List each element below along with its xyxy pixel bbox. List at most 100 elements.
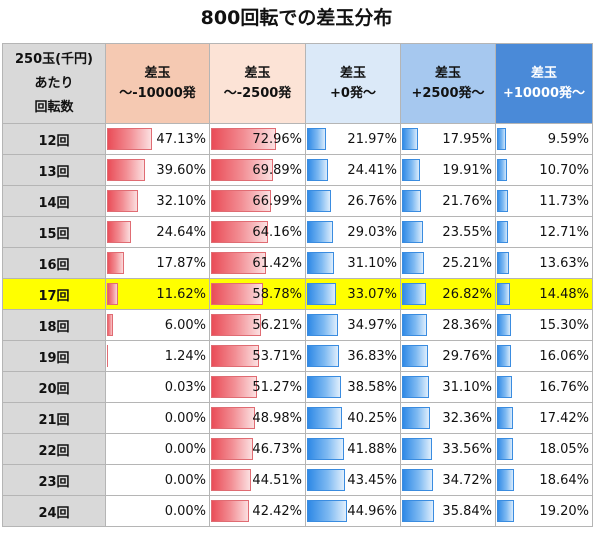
data-bar xyxy=(107,128,152,150)
cell-value: 24.41% xyxy=(347,163,397,178)
header-col-line1: 差玉 xyxy=(434,65,461,81)
data-bar xyxy=(497,252,509,274)
data-bar xyxy=(211,128,276,150)
cell-value: 29.03% xyxy=(347,225,397,240)
table-cell: 58.78% xyxy=(209,278,306,310)
table-cell: 13.63% xyxy=(495,247,593,279)
table-cell: 24.64% xyxy=(105,216,210,248)
table-cell: 43.45% xyxy=(305,464,401,496)
header-col-plus-10000: 差玉 +10000発～ xyxy=(495,43,593,124)
cell-value: 21.97% xyxy=(347,132,397,147)
table-cell: 44.51% xyxy=(209,464,306,496)
table-cell: 9.59% xyxy=(495,123,593,155)
cell-value: 11.62% xyxy=(156,287,206,302)
cell-value: 6.00% xyxy=(164,318,206,333)
table-cell: 53.71% xyxy=(209,340,306,372)
cell-value: 32.36% xyxy=(442,411,492,426)
data-bar xyxy=(107,314,113,336)
cell-value: 41.88% xyxy=(347,442,397,457)
table-cell: 47.13% xyxy=(105,123,210,155)
table-cell: 56.21% xyxy=(209,309,306,341)
cell-value: 53.71% xyxy=(252,349,302,364)
cell-value: 44.96% xyxy=(347,504,397,519)
cell-value: 9.59% xyxy=(547,132,589,147)
data-bar xyxy=(211,190,271,212)
cell-value: 44.51% xyxy=(252,473,302,488)
data-bar xyxy=(107,190,138,212)
cell-value: 33.07% xyxy=(347,287,397,302)
cell-value: 48.98% xyxy=(252,411,302,426)
data-bar xyxy=(307,314,338,336)
data-bar xyxy=(307,407,342,429)
data-bar xyxy=(307,128,326,150)
table-cell: 39.60% xyxy=(105,154,210,186)
data-bar xyxy=(107,221,131,243)
row-label: 15回 xyxy=(2,216,106,248)
cell-value: 58.78% xyxy=(252,287,302,302)
data-bar xyxy=(402,252,424,274)
table-cell: 0.00% xyxy=(105,495,210,527)
data-bar xyxy=(211,469,251,491)
data-bar xyxy=(307,190,331,212)
table-cell: 35.84% xyxy=(400,495,496,527)
cell-value: 69.89% xyxy=(252,163,302,178)
data-bar xyxy=(211,438,253,460)
data-bar xyxy=(497,469,514,491)
table-cell: 1.24% xyxy=(105,340,210,372)
header-col-line2: +10000発～ xyxy=(502,85,586,101)
header-col-line2: ～-10000発 xyxy=(119,85,196,101)
table-cell: 12.71% xyxy=(495,216,593,248)
table-row: 15回 24.64% 64.16% 29.03% 23.55% 12.71% xyxy=(2,216,593,248)
cell-value: 39.60% xyxy=(156,163,206,178)
cell-value: 15.30% xyxy=(539,318,589,333)
header-col-minus-10000: 差玉 ～-10000発 xyxy=(105,43,210,124)
data-bar xyxy=(107,159,145,181)
row-label: 22回 xyxy=(2,433,106,465)
data-bar xyxy=(307,221,333,243)
header-col-line1: 差玉 xyxy=(144,65,171,81)
table-cell: 17.42% xyxy=(495,402,593,434)
data-bar xyxy=(307,345,339,367)
table-row: 17回 11.62% 58.78% 33.07% 26.82% 14.48% xyxy=(2,278,593,310)
table-row: 19回 1.24% 53.71% 36.83% 29.76% 16.06% xyxy=(2,340,593,372)
cell-value: 1.24% xyxy=(164,349,206,364)
table-cell: 16.06% xyxy=(495,340,593,372)
data-bar xyxy=(402,221,423,243)
cell-value: 34.97% xyxy=(347,318,397,333)
data-bar xyxy=(402,128,418,150)
table-row: 22回 0.00% 46.73% 41.88% 33.56% 18.05% xyxy=(2,433,593,465)
cell-value: 0.00% xyxy=(164,411,206,426)
table-cell: 24.41% xyxy=(305,154,401,186)
data-bar xyxy=(211,345,259,367)
table-row: 20回 0.03% 51.27% 38.58% 31.10% 16.76% xyxy=(2,371,593,403)
table-cell: 51.27% xyxy=(209,371,306,403)
data-bar xyxy=(497,500,514,522)
header-line-1: 250玉(千円) xyxy=(14,51,94,67)
data-bar xyxy=(211,252,266,274)
table-cell: 32.10% xyxy=(105,185,210,217)
page-title: 800回転での差玉分布 xyxy=(200,7,393,29)
cell-value: 11.73% xyxy=(539,194,589,209)
data-bar xyxy=(107,345,108,367)
table-cell: 18.64% xyxy=(495,464,593,496)
data-bar xyxy=(307,159,328,181)
data-bar xyxy=(497,376,512,398)
cell-value: 64.16% xyxy=(252,225,302,240)
table-cell: 15.30% xyxy=(495,309,593,341)
data-bar xyxy=(107,283,118,305)
data-bar xyxy=(211,376,257,398)
table-cell: 16.76% xyxy=(495,371,593,403)
data-bar xyxy=(497,159,507,181)
table-cell: 0.00% xyxy=(105,464,210,496)
cell-value: 51.27% xyxy=(252,380,302,395)
row-label: 21回 xyxy=(2,402,106,434)
cell-value: 47.13% xyxy=(156,132,206,147)
cell-value: 31.10% xyxy=(442,380,492,395)
table-cell: 17.87% xyxy=(105,247,210,279)
header-col-line1: 差玉 xyxy=(244,65,271,81)
cell-value: 66.99% xyxy=(252,194,302,209)
cell-value: 28.36% xyxy=(442,318,492,333)
table-cell: 29.76% xyxy=(400,340,496,372)
data-bar xyxy=(307,283,336,305)
data-bar xyxy=(211,314,261,336)
